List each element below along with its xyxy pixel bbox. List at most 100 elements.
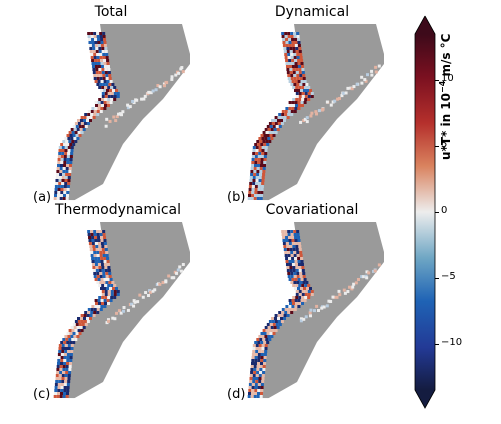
heatmap-cell <box>285 257 289 260</box>
heatmap-cell <box>288 299 292 302</box>
panel-c-svg <box>53 222 190 399</box>
heatmap-cell <box>285 38 289 41</box>
heatmap-cell <box>73 335 77 338</box>
heatmap-cell <box>61 380 65 383</box>
heatmap-cell <box>252 146 256 149</box>
heatmap-cell <box>110 86 114 89</box>
heatmap-cell <box>272 125 276 128</box>
heatmap-cell <box>307 290 311 293</box>
heatmap-cell <box>101 290 105 293</box>
heatmap-cell <box>281 308 285 311</box>
heatmap-cell <box>296 272 300 275</box>
heatmap-cell <box>287 275 291 278</box>
heatmap-cell <box>103 263 107 266</box>
heatmap-cell <box>302 74 306 77</box>
heatmap-cell <box>300 260 304 263</box>
heatmap-cell <box>94 236 98 239</box>
heatmap-cell <box>286 314 290 317</box>
heatmap-cell <box>248 389 252 392</box>
heatmap-cell <box>303 299 307 302</box>
heatmap-cell <box>91 44 95 47</box>
heatmap-cell <box>295 290 299 293</box>
heatmap-cell <box>64 350 68 353</box>
heatmap-cell <box>66 386 70 389</box>
heatmap-cell <box>254 362 257 365</box>
heatmap-cell <box>121 110 125 114</box>
heatmap-cell <box>83 119 86 122</box>
heatmap-cell <box>100 107 104 110</box>
heatmap-cell <box>179 269 183 273</box>
heatmap-cell <box>61 350 65 353</box>
heatmap-cell <box>267 335 271 338</box>
heatmap-cell <box>89 116 93 119</box>
heatmap-cell <box>280 314 284 317</box>
colorbar-min-extend <box>415 390 435 408</box>
heatmap-cell <box>102 35 106 38</box>
heatmap-cell <box>278 113 282 116</box>
heatmap-cell <box>350 87 354 91</box>
heatmap-cell <box>295 293 299 296</box>
heatmap-cell <box>277 320 281 323</box>
heatmap-cell <box>262 371 266 374</box>
heatmap-cell <box>286 269 290 272</box>
heatmap-cell <box>105 275 109 278</box>
heatmap-cell <box>290 74 294 77</box>
heatmap-cell <box>67 152 71 155</box>
heatmap-cell <box>70 347 74 350</box>
heatmap-cell <box>68 338 72 341</box>
heatmap-cell <box>113 284 117 287</box>
heatmap-cell <box>252 176 256 179</box>
heatmap-cell <box>98 266 102 269</box>
heatmap-cell <box>165 81 169 85</box>
heatmap-cell <box>304 296 308 299</box>
heatmap-cell <box>77 317 80 320</box>
heatmap-cell <box>57 353 61 356</box>
heatmap-cell <box>343 291 347 295</box>
heatmap-cell <box>310 293 314 296</box>
heatmap-cell <box>76 128 80 131</box>
heatmap-cell <box>256 167 260 170</box>
heatmap-cell <box>67 350 71 353</box>
heatmap-cell <box>62 170 66 173</box>
heatmap-cell <box>261 146 265 149</box>
heatmap-cell <box>57 158 61 161</box>
heatmap-cell <box>254 155 258 158</box>
heatmap-cell <box>161 281 165 285</box>
heatmap-cell <box>251 188 255 191</box>
panel-a-map <box>33 24 190 201</box>
heatmap-cell <box>297 38 301 41</box>
heatmap-cell <box>87 113 91 116</box>
heatmap-cell <box>300 263 304 266</box>
heatmap-cell <box>297 59 301 62</box>
heatmap-cell <box>93 254 97 257</box>
heatmap-cell <box>95 266 99 269</box>
heatmap-cell <box>132 299 136 303</box>
heatmap-cell <box>108 275 112 278</box>
heatmap-cell <box>61 179 65 182</box>
heatmap-cell <box>274 119 277 122</box>
heatmap-cell <box>62 167 66 170</box>
heatmap-cell <box>99 77 103 80</box>
heatmap-cell <box>92 50 96 53</box>
heatmap-cell <box>262 338 266 341</box>
heatmap-cell <box>295 248 299 251</box>
colorbar-tick-mark <box>435 277 439 279</box>
heatmap-cell <box>94 62 98 65</box>
heatmap-cell <box>63 161 67 164</box>
heatmap-cell <box>294 80 298 83</box>
heatmap-cell <box>264 152 268 155</box>
heatmap-cell <box>117 309 121 313</box>
heatmap-cell <box>56 173 60 176</box>
heatmap-cell <box>294 305 298 308</box>
heatmap-cell <box>63 392 66 395</box>
heatmap-cell <box>69 362 72 365</box>
heatmap-cell <box>255 176 259 179</box>
heatmap-cell <box>93 275 97 278</box>
heatmap-cell <box>65 197 69 200</box>
heatmap-cell <box>94 41 98 44</box>
heatmap-cell <box>66 143 70 146</box>
heatmap-cell <box>258 344 262 347</box>
heatmap-cell <box>258 146 262 149</box>
heatmap-cell <box>268 140 272 143</box>
heatmap-cell <box>280 320 284 323</box>
